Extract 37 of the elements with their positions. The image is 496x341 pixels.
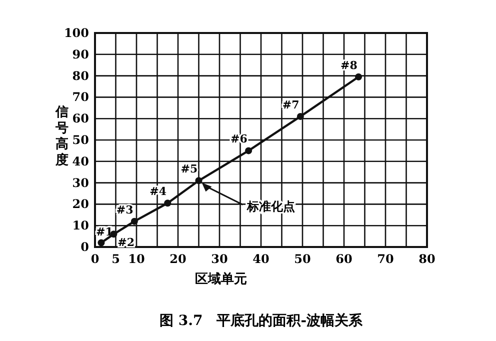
- point: [110, 230, 118, 238]
- x-tick-label: 5: [112, 252, 120, 266]
- point: [164, 200, 172, 207]
- point: [296, 112, 304, 120]
- text: 图 3.7 平底孔的面积-波幅关系: [159, 312, 364, 329]
- y-tick-label: 70: [72, 90, 89, 104]
- y-tick-label: 80: [72, 68, 89, 83]
- annotation: #3: [116, 203, 134, 216]
- annotation: #5: [180, 162, 198, 176]
- annotation: #2: [118, 236, 135, 250]
- x-tick-label: 60: [336, 252, 352, 266]
- y-tick-label: 0: [80, 240, 89, 254]
- annotation: #1: [96, 226, 113, 239]
- y-tick-label: 30: [72, 176, 89, 190]
- y-tick-label: 90: [72, 47, 89, 62]
- x-tick-label: 40: [252, 252, 270, 266]
- point: [245, 147, 252, 154]
- annotation: #7: [282, 98, 300, 112]
- x-tick-label: 30: [211, 252, 228, 266]
- x-tick-label: 0: [90, 252, 100, 266]
- y-tick-label: 50: [72, 133, 89, 147]
- x-tick-label: 80: [418, 252, 436, 266]
- y-tick-label: 40: [72, 154, 89, 168]
- point: [98, 239, 105, 246]
- point: [130, 218, 138, 225]
- y-tick-label: 20: [72, 197, 89, 212]
- y-axis-title: 信号高度: [54, 105, 68, 168]
- point: [355, 73, 362, 80]
- x-tick-label: 50: [294, 252, 311, 266]
- x-axis-title: 区域单元: [195, 271, 247, 287]
- y-tick-label: 10: [72, 218, 89, 233]
- x-tick-label: 20: [170, 252, 186, 266]
- x-tick-label: 10: [128, 252, 145, 266]
- x-tick-label: 70: [377, 252, 394, 266]
- y-tick-label: 100: [64, 26, 89, 40]
- y-tick-label: 60: [72, 112, 89, 126]
- point: [195, 177, 202, 184]
